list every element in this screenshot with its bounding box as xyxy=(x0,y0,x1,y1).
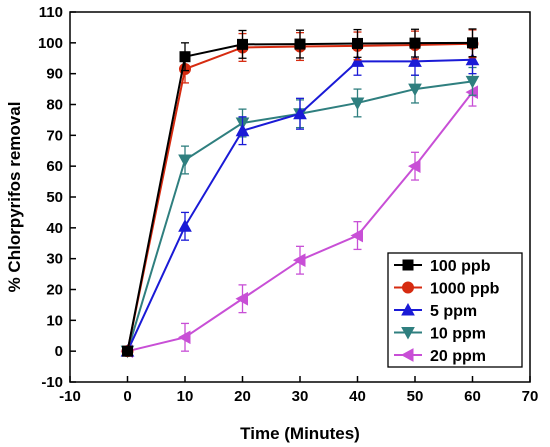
data-point xyxy=(293,106,307,120)
legend-label: 100 ppb xyxy=(430,258,491,275)
data-point xyxy=(350,97,365,111)
data-point xyxy=(408,54,422,67)
y-tick-label: 80 xyxy=(46,97,63,114)
y-tick-label: 50 xyxy=(46,189,63,206)
x-tick-label: 20 xyxy=(234,388,251,405)
data-point xyxy=(177,330,191,345)
legend-item: 10 ppm xyxy=(394,326,486,343)
legend-label: 10 ppm xyxy=(430,326,486,343)
y-tick-label: 40 xyxy=(46,220,63,237)
y-tick-label: 60 xyxy=(46,158,63,175)
y-tick-label: 90 xyxy=(46,66,63,83)
y-tick-label: 30 xyxy=(46,251,63,268)
x-tick-label: -10 xyxy=(59,388,81,405)
data-point xyxy=(235,123,250,137)
data-point xyxy=(179,51,191,63)
legend-label: 20 ppm xyxy=(430,348,486,365)
legend-item: 5 ppm xyxy=(394,302,477,320)
legend-marker xyxy=(400,348,414,362)
data-point xyxy=(350,228,363,243)
data-point xyxy=(467,37,478,49)
y-tick-label: -10 xyxy=(41,374,63,391)
x-tick-label: 50 xyxy=(407,388,424,405)
legend: 100 ppb 1000 ppb 5 ppm 10 ppm 20 ppm xyxy=(387,252,523,368)
legend-marker xyxy=(402,281,414,294)
y-tick-label: 70 xyxy=(46,127,63,144)
legend-marker xyxy=(401,327,415,340)
data-point xyxy=(409,37,421,49)
y-axis-label: % Chlorpyrifos removal xyxy=(5,102,24,293)
data-point xyxy=(465,52,480,66)
y-tick-label: 0 xyxy=(55,343,63,360)
x-tick-label: 0 xyxy=(123,388,131,405)
y-tick-label: 20 xyxy=(46,282,63,299)
data-point xyxy=(178,219,192,232)
y-tick-label: 10 xyxy=(46,312,63,329)
series-5-ppm xyxy=(120,45,480,357)
x-axis-label: Time (Minutes) xyxy=(240,424,360,443)
legend-item: 100 ppb xyxy=(394,258,491,275)
legend-label: 5 ppm xyxy=(430,303,477,320)
data-point xyxy=(235,291,248,306)
data-point xyxy=(237,38,248,50)
data-point xyxy=(294,38,306,50)
legend-marker xyxy=(402,259,414,271)
x-tick-label: 30 xyxy=(292,388,309,405)
y-axis: -10 0 10 20 30 40 50 60 70 80 90 100 110 xyxy=(38,4,76,391)
series-layer xyxy=(120,28,480,359)
data-point xyxy=(408,83,422,97)
data-point xyxy=(350,54,365,67)
data-point xyxy=(407,159,421,174)
x-tick-label: 70 xyxy=(522,388,539,405)
legend-item: 20 ppm xyxy=(394,348,486,365)
data-point xyxy=(352,37,363,49)
x-tick-label: 60 xyxy=(464,388,481,405)
data-point xyxy=(122,345,133,357)
x-tick-label: 10 xyxy=(177,388,194,405)
legend-marker xyxy=(401,302,415,316)
legend-label: 1000 ppb xyxy=(430,281,500,298)
series-100-ppb xyxy=(122,28,478,357)
y-tick-label: 100 xyxy=(38,35,63,52)
data-point xyxy=(465,75,480,89)
x-tick-label: 40 xyxy=(349,388,366,405)
x-axis: -10 0 10 20 30 40 50 60 70 xyxy=(59,376,538,405)
y-tick-label: 110 xyxy=(39,4,63,21)
legend-item: 1000 ppb xyxy=(394,281,500,298)
data-point xyxy=(292,253,306,268)
data-point xyxy=(178,154,192,168)
